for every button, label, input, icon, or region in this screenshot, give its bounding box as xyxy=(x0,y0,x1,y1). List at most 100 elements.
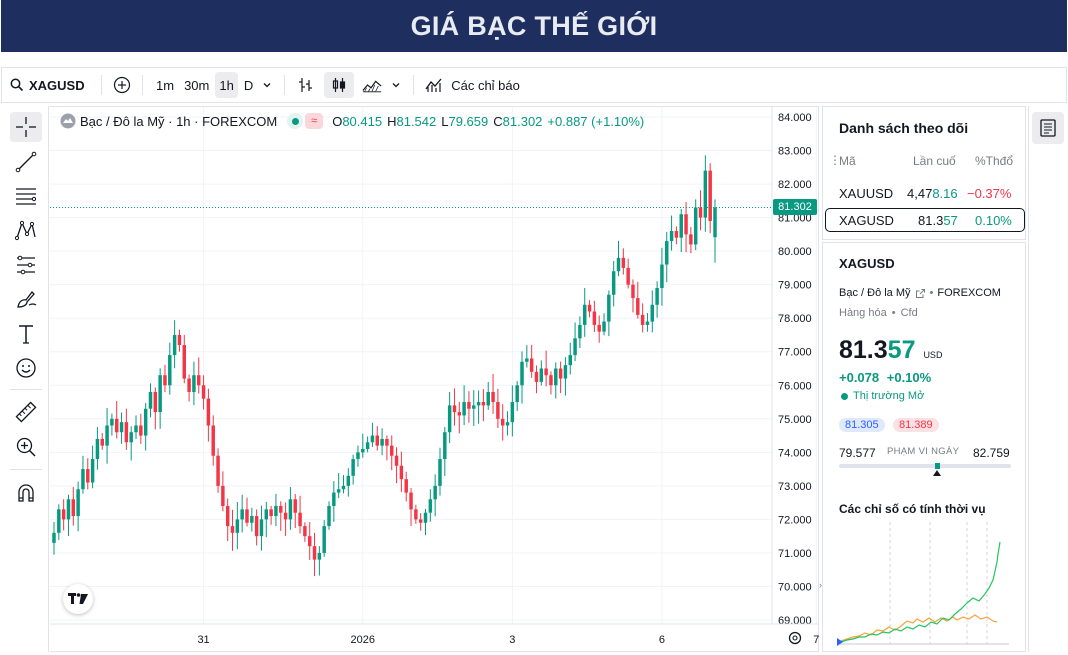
trend-line-tool[interactable] xyxy=(10,147,42,177)
compare-button[interactable] xyxy=(109,72,135,98)
candle-body xyxy=(81,469,85,490)
magnet-tool[interactable] xyxy=(10,478,42,508)
measure-tool[interactable] xyxy=(10,397,42,427)
y-tick-label: 82.000 xyxy=(778,179,812,191)
delayed-data-badge[interactable]: ≈ xyxy=(305,113,324,129)
panel-collapse-handle[interactable]: › xyxy=(819,580,822,590)
candle-body xyxy=(549,375,553,386)
candle-body xyxy=(216,455,220,486)
interval-1h[interactable]: 1h xyxy=(215,72,238,98)
silver-symbol-icon xyxy=(60,113,76,129)
crosshair-tool[interactable] xyxy=(10,112,42,142)
header-change-pct[interactable]: %Thđổ xyxy=(975,154,1014,168)
candle-body xyxy=(61,509,66,520)
candle-body xyxy=(616,257,621,272)
candle-body xyxy=(351,459,355,476)
detail-market-status[interactable]: Thị trường Mở xyxy=(841,390,924,402)
right-icon-strip xyxy=(1028,106,1067,652)
detail-currency: USD xyxy=(923,350,943,360)
candle-body xyxy=(587,304,592,312)
candle-body xyxy=(114,418,119,433)
range-high: 82.759 xyxy=(973,446,1010,460)
candle-body xyxy=(158,375,162,413)
chart-pane[interactable]: 84.000 83.000 82.000 81.000 80.000 79.000 78.0… xyxy=(50,106,819,652)
interval-d[interactable]: D xyxy=(243,77,254,93)
bar-style-button[interactable] xyxy=(292,72,320,98)
candle-body xyxy=(703,170,708,218)
divider xyxy=(284,75,286,95)
detail-change-pct: +0.10% xyxy=(886,370,932,385)
pattern-icon xyxy=(14,220,36,241)
interval-1m[interactable]: 1m xyxy=(156,77,175,93)
detail-symbol[interactable]: XAGUSD xyxy=(839,256,895,271)
detail-type: Cfd xyxy=(900,307,918,319)
x-tick-label: 2026 xyxy=(351,634,375,646)
candle-body xyxy=(433,485,437,500)
pattern-tool[interactable] xyxy=(10,215,42,245)
chart-type-dropdown[interactable] xyxy=(386,72,406,98)
symbol-search-button[interactable]: XAGUSD xyxy=(2,72,94,98)
divider xyxy=(10,389,42,390)
indicators-button[interactable]: Các chỉ báo xyxy=(421,72,524,98)
change-value: +0.887 (+1.10%) xyxy=(547,113,645,129)
candle-body xyxy=(428,499,433,513)
drag-handle-icon[interactable]: ⋮ xyxy=(829,153,841,167)
emoji-tool[interactable] xyxy=(10,353,42,383)
candle-style-button[interactable] xyxy=(324,72,355,98)
chart-type-button[interactable] xyxy=(358,72,386,98)
header-last[interactable]: Lần cuố xyxy=(913,154,956,168)
range-bar xyxy=(839,463,1011,476)
candle-body xyxy=(100,438,104,446)
candle-body xyxy=(457,412,462,416)
candle-body xyxy=(129,432,133,443)
ruler-icon xyxy=(15,401,37,423)
status-dot-icon xyxy=(841,392,848,400)
zoom-in-icon xyxy=(16,437,36,457)
candle-body xyxy=(631,284,635,299)
interval-dropdown[interactable] xyxy=(257,72,277,98)
candle-body xyxy=(597,324,601,332)
watchlist-row-xauusd[interactable]: XAUUSD 4,478.16 −0.37% xyxy=(825,181,1025,205)
symbol-detail-panel: XAGUSD Bạc / Đô la Mỹ • FOREXCOM Hàng hó… xyxy=(822,242,1026,652)
fib-tool[interactable] xyxy=(10,181,42,211)
candle-body xyxy=(404,479,408,493)
candle-body xyxy=(298,512,302,527)
candle-body xyxy=(578,324,582,339)
candle-body xyxy=(250,516,254,523)
price-chart[interactable]: 84.000 83.000 82.000 81.000 80.000 79.000 78.0… xyxy=(50,107,819,653)
close-label: C xyxy=(493,113,503,129)
candle-body xyxy=(708,170,712,221)
symbol-label: XAGUSD xyxy=(29,77,85,93)
candle-body xyxy=(361,448,365,453)
forecast-tool[interactable] xyxy=(10,250,42,280)
candle-body xyxy=(447,405,452,433)
detail-name-row: Bạc / Đô la Mỹ • FOREXCOM xyxy=(839,287,1001,299)
interval-30m[interactable]: 30m xyxy=(184,77,210,93)
y-tick-label: 70.000 xyxy=(778,581,812,593)
last-price-tag: 81.302 xyxy=(773,199,817,216)
candle-body xyxy=(582,304,587,325)
divider xyxy=(142,75,143,95)
candle-body xyxy=(544,368,548,376)
seasonal-chart[interactable] xyxy=(837,518,1009,648)
chevron-down-icon xyxy=(392,83,400,88)
brush-tool[interactable] xyxy=(10,284,42,314)
watchlist-toggle-button[interactable] xyxy=(1032,112,1064,144)
watchlist-row-xagusd[interactable]: XAGUSD 81.357 0.10% xyxy=(825,208,1025,232)
candle-body xyxy=(317,552,322,560)
candle-body xyxy=(607,294,611,322)
candle-body xyxy=(462,402,466,416)
external-link-icon[interactable] xyxy=(915,288,926,299)
candle-body xyxy=(481,402,486,406)
market-status-dot[interactable] xyxy=(287,113,304,129)
candle-body xyxy=(95,438,100,460)
zoom-tool[interactable] xyxy=(10,432,42,462)
y-tick-label: 83.000 xyxy=(778,146,812,158)
candle-body xyxy=(438,459,442,486)
header-symbol[interactable]: Mã xyxy=(839,154,856,168)
seasonal-title[interactable]: Các chỉ số có tính thời vụ xyxy=(839,502,986,516)
tradingview-logo[interactable] xyxy=(63,584,93,614)
settings-gear-button[interactable] xyxy=(788,631,802,645)
indicators-label: Các chỉ báo xyxy=(451,77,520,93)
text-tool[interactable] xyxy=(10,319,42,349)
